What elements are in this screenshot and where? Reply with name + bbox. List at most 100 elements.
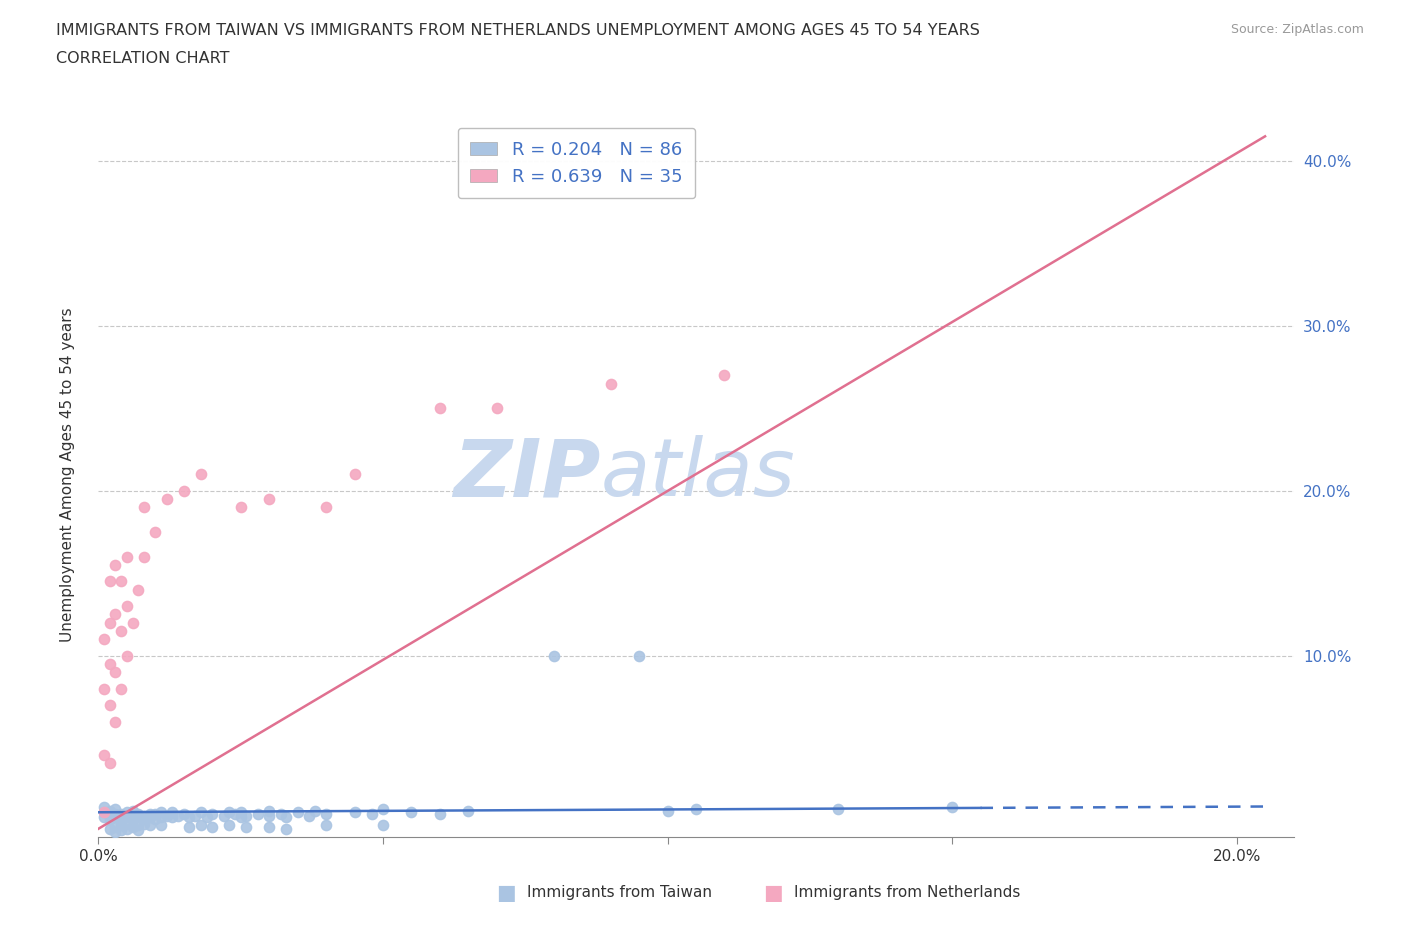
Point — [132, 811, 155, 827]
Text: CORRELATION CHART: CORRELATION CHART — [56, 51, 229, 66]
Point — [713, 368, 735, 383]
Point — [110, 806, 132, 821]
Point — [195, 810, 218, 825]
Point — [218, 818, 240, 833]
Point — [98, 698, 121, 712]
Point — [257, 804, 280, 818]
Point — [104, 802, 127, 817]
Point — [98, 574, 121, 589]
Point — [104, 819, 127, 834]
Point — [143, 525, 166, 539]
Point — [104, 806, 127, 821]
Point — [121, 808, 143, 823]
Point — [132, 817, 155, 831]
Point — [599, 377, 621, 392]
Point — [235, 819, 257, 834]
Point — [93, 631, 115, 646]
Point — [229, 804, 252, 819]
Point — [201, 806, 224, 821]
Point — [127, 823, 149, 838]
Point — [229, 499, 252, 514]
Point — [93, 804, 115, 819]
Point — [401, 804, 423, 819]
Point — [276, 821, 298, 836]
Point — [121, 819, 143, 834]
Point — [98, 657, 121, 671]
Point — [93, 800, 115, 815]
Point — [110, 811, 132, 827]
Point — [257, 808, 280, 823]
Point — [150, 810, 173, 825]
Point — [371, 818, 394, 833]
Point — [429, 401, 451, 416]
Point — [371, 802, 394, 817]
Point — [104, 558, 127, 573]
Point — [150, 818, 173, 833]
Point — [429, 806, 451, 821]
Point — [201, 819, 224, 834]
Point — [315, 499, 337, 514]
Point — [104, 714, 127, 729]
Point — [218, 804, 240, 819]
Point — [110, 681, 132, 696]
Point — [657, 804, 679, 818]
Point — [304, 804, 326, 818]
Point — [110, 823, 132, 838]
Point — [485, 401, 508, 416]
Point — [115, 810, 138, 825]
Point — [121, 811, 143, 827]
Point — [127, 806, 149, 821]
Point — [104, 810, 127, 825]
Point — [115, 804, 138, 819]
Point — [98, 616, 121, 631]
Point — [298, 808, 321, 823]
Point — [104, 825, 127, 840]
Point — [457, 804, 479, 818]
Point — [132, 550, 155, 565]
Point — [143, 806, 166, 821]
Point — [98, 808, 121, 823]
Point — [98, 821, 121, 836]
Text: ■: ■ — [763, 883, 783, 903]
Text: Immigrants from Taiwan: Immigrants from Taiwan — [527, 885, 713, 900]
Text: atlas: atlas — [600, 435, 796, 513]
Point — [93, 681, 115, 696]
Point — [150, 804, 173, 819]
Point — [127, 818, 149, 833]
Point — [104, 607, 127, 622]
Point — [184, 808, 207, 823]
Point — [138, 818, 160, 833]
Point — [173, 806, 195, 821]
Point — [132, 499, 155, 514]
Point — [121, 804, 143, 818]
Point — [315, 818, 337, 833]
Point — [93, 804, 115, 819]
Point — [115, 550, 138, 565]
Point — [179, 819, 201, 834]
Point — [173, 484, 195, 498]
Point — [315, 806, 337, 821]
Point — [98, 811, 121, 827]
Point — [190, 818, 212, 833]
Point — [827, 802, 849, 817]
Point — [156, 492, 179, 507]
Point — [257, 492, 280, 507]
Point — [246, 806, 269, 821]
Point — [190, 467, 212, 482]
Point — [127, 582, 149, 597]
Point — [93, 747, 115, 762]
Point — [224, 806, 246, 821]
Text: Source: ZipAtlas.com: Source: ZipAtlas.com — [1230, 23, 1364, 36]
Point — [110, 623, 132, 638]
Legend: R = 0.204   N = 86, R = 0.639   N = 35: R = 0.204 N = 86, R = 0.639 N = 35 — [458, 128, 695, 198]
Point — [235, 808, 257, 823]
Point — [360, 806, 382, 821]
Point — [167, 808, 190, 823]
Point — [132, 808, 155, 823]
Point — [162, 804, 184, 819]
Point — [115, 648, 138, 663]
Point — [156, 808, 179, 823]
Point — [110, 574, 132, 589]
Point — [287, 804, 309, 819]
Point — [138, 806, 160, 821]
